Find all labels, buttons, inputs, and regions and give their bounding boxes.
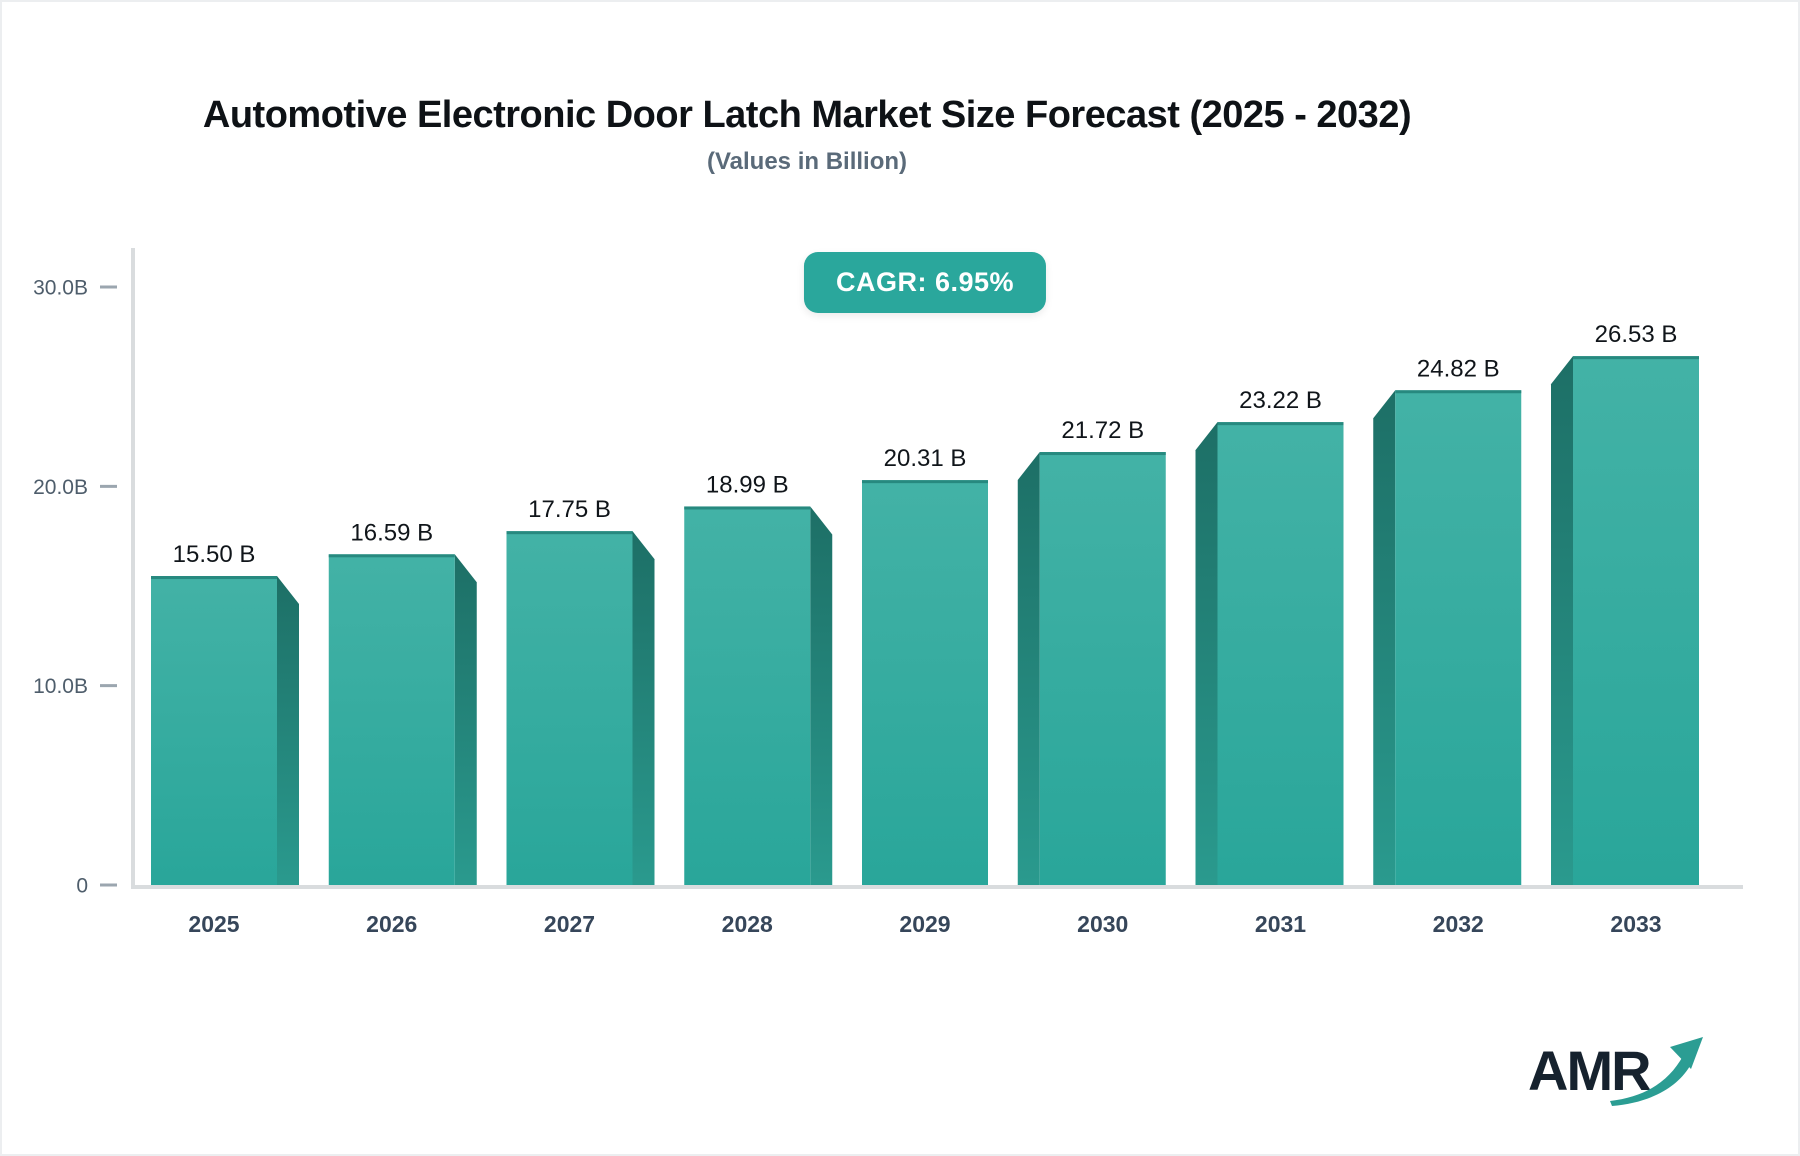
- bar-side: [277, 576, 299, 885]
- bar-2030: [1017, 452, 1166, 885]
- bar-2028: [684, 506, 833, 885]
- bar-side: [454, 554, 477, 885]
- bar-2026: [328, 554, 477, 885]
- x-tick-label: 2025: [188, 911, 239, 937]
- bar-2025: [151, 576, 299, 885]
- x-tick-label: 2031: [1255, 911, 1306, 937]
- x-tick-label: 2030: [1077, 911, 1128, 937]
- page-title: Automotive Electronic Door Latch Market …: [202, 94, 1412, 136]
- bar-2032: [1373, 390, 1522, 885]
- bar-top-edge: [506, 531, 633, 535]
- bar-face: [684, 506, 811, 885]
- x-axis-line: [131, 885, 1743, 889]
- cagr-badge: CAGR: 6.95%: [803, 252, 1047, 313]
- bar-value-label: 20.31 B: [884, 445, 967, 472]
- bar-side: [632, 531, 655, 885]
- x-tick-label: 2026: [366, 911, 417, 937]
- bar-side: [1373, 390, 1396, 885]
- bar-2029: [862, 480, 988, 885]
- bar-face: [1573, 356, 1699, 885]
- x-tick-label: 2033: [1610, 911, 1661, 937]
- bar-2027: [506, 531, 655, 885]
- y-tick-label: 20.0B: [33, 476, 88, 499]
- bar-top-edge: [684, 506, 811, 510]
- page-subtitle: (Values in Billion): [706, 148, 908, 175]
- bar-value-label: 24.82 B: [1417, 355, 1500, 382]
- bar-face: [1039, 452, 1166, 885]
- bar-value-label: 17.75 B: [528, 496, 611, 523]
- bar-2033: [1551, 356, 1699, 885]
- x-tick-label: 2032: [1433, 911, 1484, 937]
- bar-side: [1195, 422, 1218, 885]
- bar-top-edge: [1395, 390, 1522, 394]
- bar-2031: [1195, 422, 1344, 885]
- x-tick-label: 2028: [722, 911, 773, 937]
- bar-side: [810, 506, 833, 885]
- bar-value-label: 18.99 B: [706, 471, 789, 498]
- bar-top-edge: [862, 480, 988, 484]
- bar-value-label: 23.22 B: [1239, 387, 1322, 414]
- x-tick-label: 2027: [544, 911, 595, 937]
- y-tick-label: 10.0B: [33, 675, 88, 698]
- bar-face: [506, 531, 633, 885]
- bar-top-edge: [328, 554, 455, 558]
- y-tick-label: 30.0B: [33, 277, 88, 300]
- bar-face: [1395, 390, 1522, 885]
- growth-arrow-icon: [1610, 1037, 1703, 1106]
- bar-face: [328, 554, 455, 885]
- y-tick-label: 0: [76, 875, 88, 898]
- amr-logo-text: AMR: [1528, 1039, 1651, 1102]
- bar-value-label: 21.72 B: [1061, 417, 1144, 444]
- bar-top-edge: [1217, 422, 1344, 426]
- bar-side: [1017, 452, 1040, 885]
- bar-value-label: 16.59 B: [350, 519, 433, 546]
- amr-logo: AMR: [1528, 1037, 1703, 1106]
- bar-side: [1551, 356, 1573, 885]
- bar-top-edge: [151, 576, 277, 580]
- bar-face: [862, 480, 988, 885]
- y-axis-line: [131, 248, 135, 889]
- bar-face: [151, 576, 277, 885]
- bar-top-edge: [1573, 356, 1699, 360]
- bar-top-edge: [1039, 452, 1166, 456]
- bar-face: [1217, 422, 1344, 885]
- x-tick-label: 2029: [899, 911, 950, 937]
- bar-value-label: 15.50 B: [173, 541, 256, 568]
- bar-value-label: 26.53 B: [1595, 321, 1678, 348]
